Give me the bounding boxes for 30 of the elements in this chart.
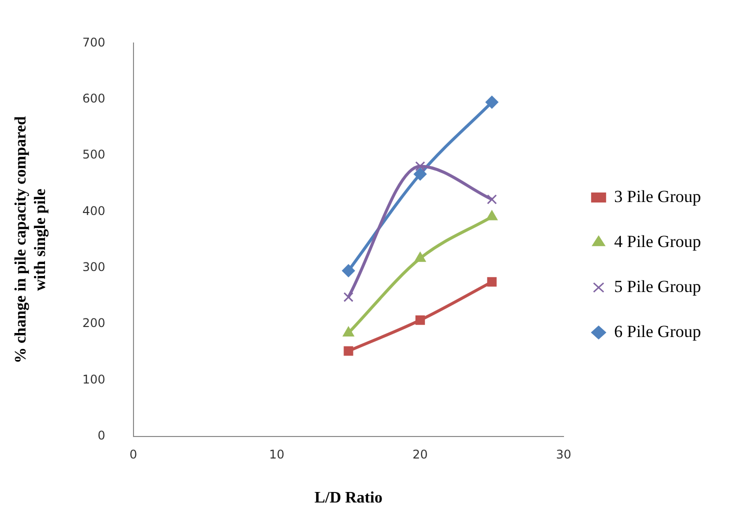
x-tick-label: 20: [412, 448, 428, 462]
y-tick-label: 100: [82, 372, 106, 386]
legend-label: 5 Pile Group: [614, 276, 702, 296]
y-tick-label: 200: [82, 316, 106, 330]
y-tick-label: 700: [82, 35, 106, 50]
point: [414, 168, 427, 181]
point: [414, 252, 426, 262]
point: [342, 326, 354, 337]
y-axis-title: % change in pile capacity compared with single pile: [12, 116, 49, 364]
x-axis-title: L/D Ratio: [314, 490, 382, 507]
legend-label: 4 Pile Group: [614, 232, 702, 251]
legend-label: 3 Pile Group: [614, 186, 702, 206]
point: [344, 346, 354, 356]
point: [486, 194, 497, 204]
y-tick-label: 400: [82, 204, 106, 218]
point: [343, 292, 354, 302]
point: [415, 161, 426, 172]
point: [415, 315, 425, 325]
x-tick-label: 0: [129, 448, 138, 462]
y-tick-label: 0: [98, 428, 106, 443]
x-tick-label: 10: [269, 448, 284, 462]
point: [342, 264, 355, 278]
y-tick-label: 300: [82, 260, 106, 274]
y-tick-label: 500: [82, 148, 106, 162]
point: [485, 96, 498, 109]
x-tick-label: 30: [556, 448, 572, 462]
y-tick-label: 600: [82, 91, 106, 106]
point: [487, 277, 497, 287]
legend-label: 6 Pile Group: [614, 322, 702, 341]
point: [486, 210, 498, 220]
